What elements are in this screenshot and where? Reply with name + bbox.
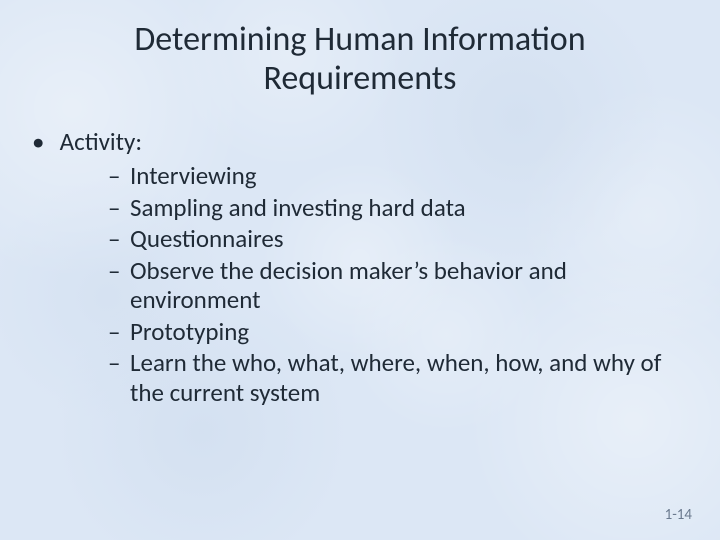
slide: Determining Human Information Requiremen…: [0, 0, 720, 540]
list-item: Observe the decision maker’s behavior an…: [108, 256, 680, 315]
list-item: Prototyping: [108, 317, 680, 347]
list-item: Questionnaires: [108, 224, 680, 254]
title-line-1: Determining Human Information: [134, 19, 585, 60]
list-item: Sampling and investing hard data: [108, 193, 680, 223]
bullet-list-level2: Interviewing Sampling and investing hard…: [108, 161, 680, 407]
slide-title: Determining Human Information Requiremen…: [40, 20, 680, 98]
sub-item-text: Prototyping: [130, 316, 249, 347]
list-item: Learn the who, what, where, when, how, a…: [108, 348, 680, 407]
bullet-list-level1: Activity: Interviewing Sampling and inve…: [54, 126, 680, 407]
page-number: 1-14: [665, 506, 692, 524]
sub-item-text: Interviewing: [130, 160, 257, 191]
list-item: Activity: Interviewing Sampling and inve…: [54, 126, 680, 407]
sub-item-text: Sampling and investing hard data: [130, 192, 466, 223]
list-item: Interviewing: [108, 161, 680, 191]
title-line-2: Requirements: [264, 58, 457, 99]
activity-label: Activity:: [60, 126, 142, 157]
sub-item-text: Observe the decision maker’s behavior an…: [130, 255, 567, 316]
sub-item-text: Learn the who, what, where, when, how, a…: [130, 347, 661, 408]
slide-content: Determining Human Information Requiremen…: [40, 20, 680, 407]
sub-item-text: Questionnaires: [130, 223, 284, 254]
